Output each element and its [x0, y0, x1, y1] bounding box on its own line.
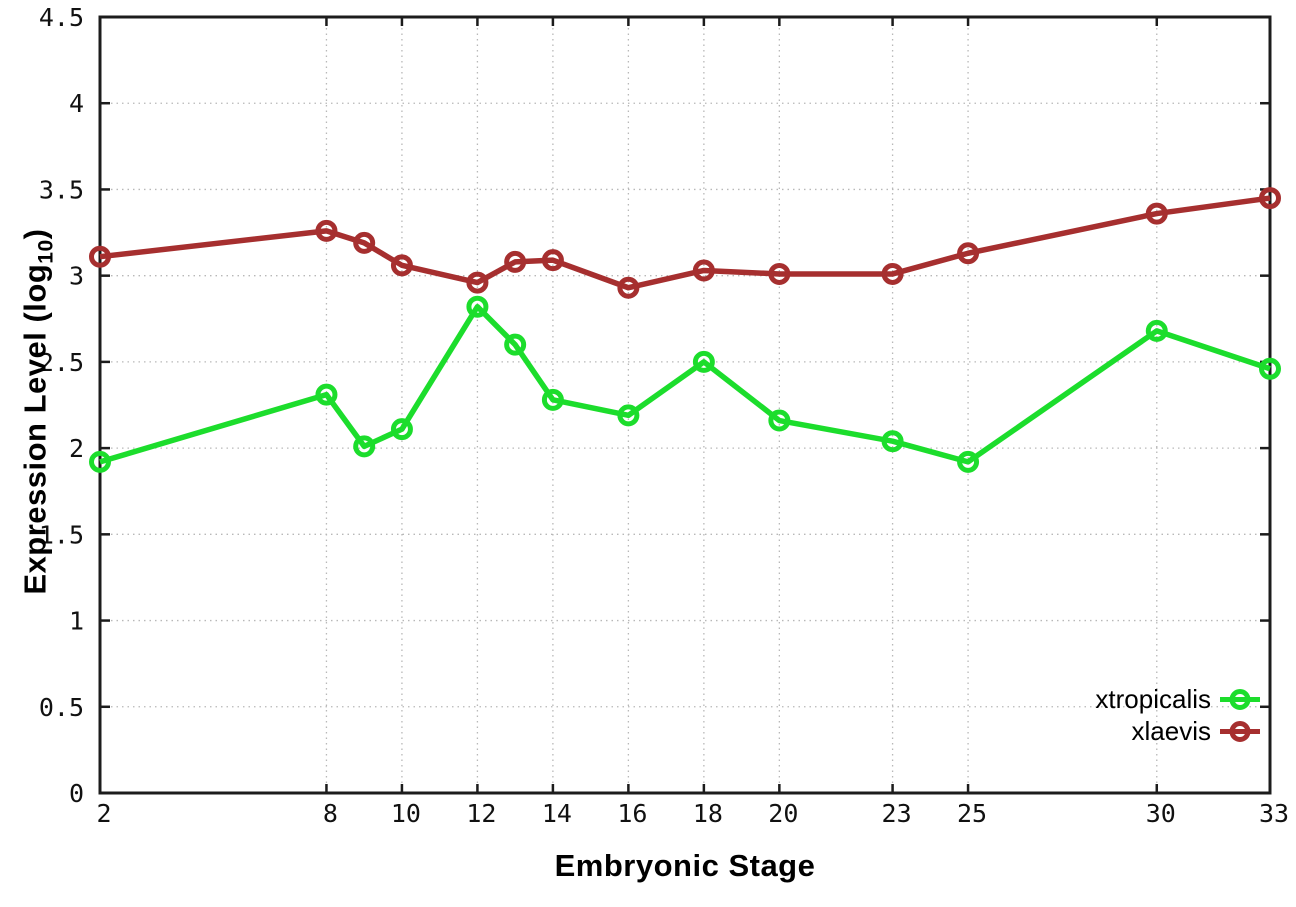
x-tick-label: 2: [96, 799, 111, 828]
data-point-marker: [1259, 357, 1281, 380]
data-point-marker: [768, 409, 791, 432]
y-tick-label: 1: [69, 607, 84, 636]
legend-entry-xlaevis: xlaevis: [1131, 716, 1260, 746]
x-tick-label: 30: [1146, 799, 1176, 828]
legend: xtropicalis xlaevis: [1095, 684, 1260, 746]
y-axis-title-subscript: 10: [34, 239, 58, 264]
x-axis-title: Embryonic Stage: [554, 848, 816, 883]
y-tick-label: 2.5: [39, 348, 84, 377]
x-tick-label: 10: [391, 799, 421, 828]
x-tick-label: 33: [1259, 799, 1289, 828]
plot-border: [98, 15, 1272, 795]
data-point-marker: [466, 295, 489, 318]
y-axis-title-text: Expression Level (log: [17, 263, 53, 595]
tick-marks: [98, 15, 1272, 795]
y-tick-label: 4: [69, 89, 84, 118]
data-point-marker: [957, 450, 980, 473]
data-point-marker: [315, 383, 338, 406]
data-point-marker: [1259, 187, 1281, 210]
data-point-marker: [1145, 319, 1168, 342]
x-tick-label: 8: [323, 799, 338, 828]
data-point-marker: [353, 435, 376, 458]
data-point-marker: [390, 418, 413, 441]
data-point-marker: [617, 276, 640, 299]
data-point-marker: [89, 245, 111, 268]
data-point-marker: [390, 254, 413, 277]
data-point-marker: [881, 430, 904, 453]
x-tick-label: 25: [957, 799, 987, 828]
data-point-marker: [1145, 202, 1168, 225]
x-tick-label: 16: [617, 799, 647, 828]
y-tick-label: 0: [69, 779, 84, 808]
legend-entry-xtropicalis: xtropicalis: [1095, 684, 1260, 714]
legend-label-xlaevis: xlaevis: [1131, 716, 1211, 746]
x-tick-label: 18: [693, 799, 723, 828]
data-point-marker: [692, 259, 715, 282]
data-point-marker: [881, 262, 904, 285]
y-axis-title-suffix: ): [17, 228, 53, 240]
data-point-marker: [504, 250, 527, 273]
data-point-marker: [541, 249, 564, 272]
legend-label-xtropicalis: xtropicalis: [1095, 684, 1211, 714]
series-xtropicalis: [89, 295, 1281, 473]
x-tick-label: 14: [542, 799, 572, 828]
series-marker-icon: [1220, 721, 1260, 742]
data-point-marker: [89, 450, 111, 473]
y-axis-title: Expression Level (log10): [17, 162, 58, 662]
y-tick-label: 2: [69, 434, 84, 463]
data-point-marker: [504, 333, 527, 356]
y-tick-label: 3: [69, 262, 84, 291]
data-point-marker: [768, 262, 791, 285]
data-point-marker: [692, 350, 715, 373]
series-marker-icon: [1220, 689, 1260, 710]
data-point-marker: [315, 219, 338, 242]
x-tick-label: 12: [466, 799, 496, 828]
data-point-marker: [957, 242, 980, 265]
series-line: [99, 303, 1271, 465]
series-line: [99, 195, 1271, 291]
gridlines: [99, 16, 1271, 794]
data-point-marker: [353, 231, 376, 254]
data-point-marker: [617, 404, 640, 427]
x-tick-label: 20: [768, 799, 798, 828]
y-tick-label: 3.5: [39, 175, 84, 204]
y-tick-label: 1.5: [39, 520, 84, 549]
y-tick-label: 0.5: [39, 693, 84, 722]
y-tick-label: 4.5: [39, 3, 84, 32]
x-tick-label: 23: [882, 799, 912, 828]
data-point-marker: [466, 271, 489, 294]
data-point-marker: [541, 388, 564, 411]
tick-labels: 2 8 10 12 14 16 18 20 23 25 30 33 0 0.5 1 1.5 2 2.5 3 3.5 4 4…: [39, 3, 1289, 828]
series-xlaevis: [89, 187, 1281, 299]
